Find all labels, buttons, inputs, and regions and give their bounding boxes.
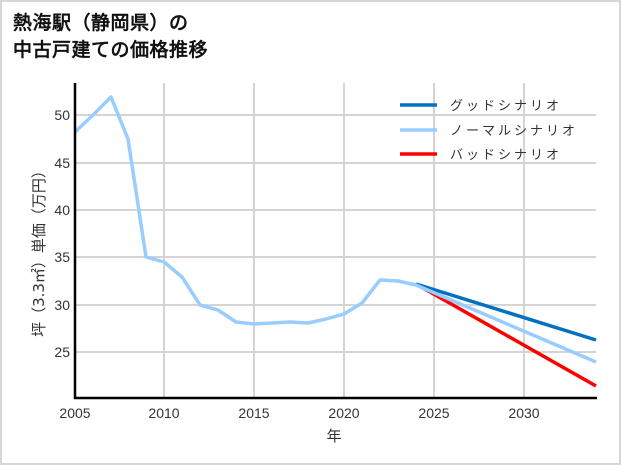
title-line-2: 中古戸建ての価格推移: [13, 39, 209, 61]
x-tick-2010: 2010: [148, 405, 179, 421]
x-tick-2030: 2030: [508, 405, 539, 421]
legend-label-normal: ノーマルシナリオ: [450, 124, 578, 139]
x-tick-2005: 2005: [59, 405, 90, 421]
y-tick-45: 45: [54, 155, 70, 171]
y-tick-labels: 50 45 40 35 30 25: [54, 107, 70, 360]
series-bad: [415, 282, 597, 388]
title-line-1: 熱海駅（静岡県）の: [13, 12, 189, 34]
series-lines: [73, 95, 597, 388]
series-good: [415, 282, 597, 342]
legend: グッドシナリオ ノーマルシナリオ バッドシナリオ: [400, 99, 578, 163]
legend-label-good: グッドシナリオ: [450, 99, 562, 114]
x-tick-2025: 2025: [418, 405, 449, 421]
y-tick-35: 35: [54, 249, 70, 265]
x-tick-2015: 2015: [238, 405, 269, 421]
y-axis-label: 坪（3.3㎡）単価（万円）: [30, 163, 48, 337]
x-tick-labels: 2005 2010 2015 2020 2025 2030: [59, 405, 539, 421]
y-tick-40: 40: [54, 202, 70, 218]
legend-label-bad: バッドシナリオ: [450, 148, 562, 163]
chart-title: 熱海駅（静岡県）の 中古戸建ての価格推移: [13, 10, 208, 64]
series-normal: [73, 95, 597, 364]
x-axis-label: 年: [326, 427, 341, 445]
x-tick-2020: 2020: [328, 405, 359, 421]
y-tick-50: 50: [54, 107, 70, 123]
y-tick-25: 25: [54, 344, 70, 360]
y-tick-30: 30: [54, 297, 70, 313]
